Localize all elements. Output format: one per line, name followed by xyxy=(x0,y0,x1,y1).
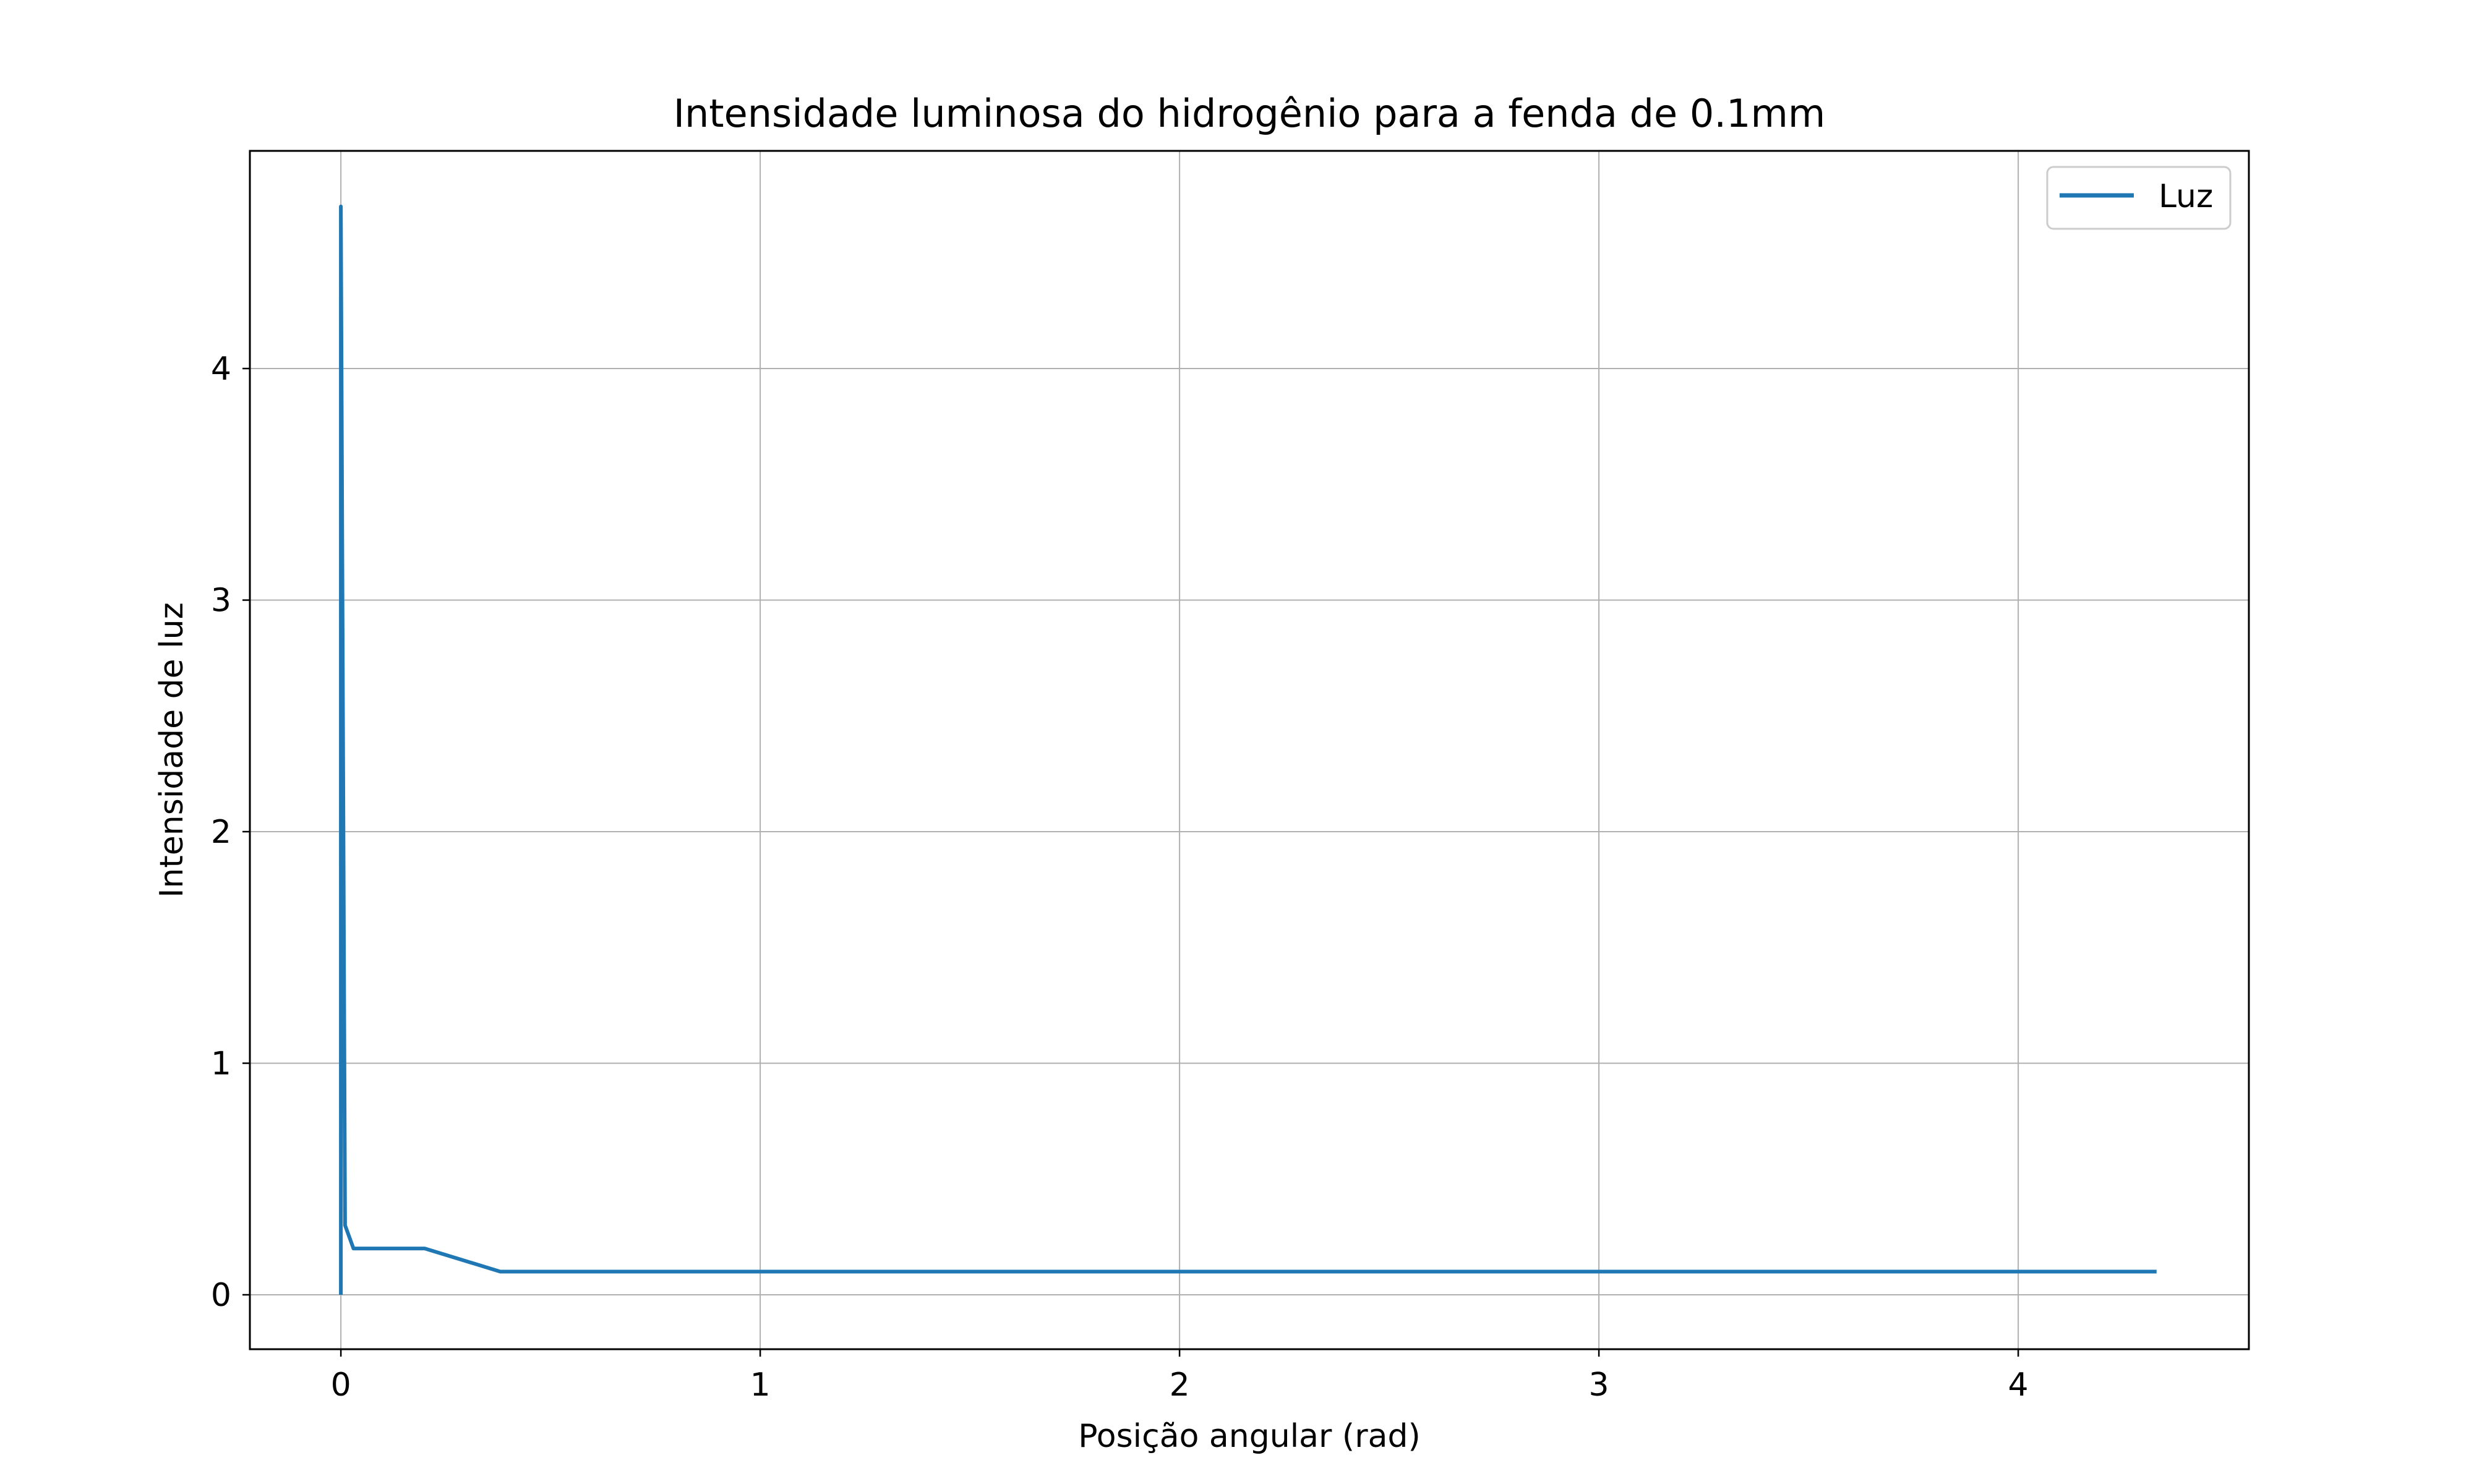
x-tick-label: 4 xyxy=(2008,1367,2029,1404)
chart-title: Intensidade luminosa do hidrogênio para … xyxy=(674,91,1826,136)
series-line-luz xyxy=(339,204,2157,1295)
x-tick-label: 0 xyxy=(331,1367,351,1404)
y-tick-label: 4 xyxy=(211,351,231,388)
y-axis-label: Intensidade de luz xyxy=(153,602,190,898)
tick-layer: 0 1 2 3 4 0 1 2 3 4 xyxy=(211,351,2029,1404)
plot-area xyxy=(250,151,2249,1349)
y-tick-label: 0 xyxy=(211,1277,231,1314)
y-tick-label: 3 xyxy=(211,582,231,620)
x-tick-label: 1 xyxy=(750,1367,771,1404)
y-tick-label: 2 xyxy=(211,814,231,851)
legend-box xyxy=(2046,166,2232,230)
legend: Luz xyxy=(2046,166,2232,230)
series-layer xyxy=(339,204,2157,1295)
grid xyxy=(250,151,2249,1349)
plot-frame xyxy=(249,150,2250,1350)
x-tick-label: 2 xyxy=(1170,1367,1190,1404)
x-axis-label: Posição angular (rad) xyxy=(1078,1418,1421,1455)
legend-label-luz: Luz xyxy=(2159,178,2213,215)
x-tick-label: 3 xyxy=(1589,1367,1609,1404)
y-tick-label: 1 xyxy=(211,1046,231,1083)
